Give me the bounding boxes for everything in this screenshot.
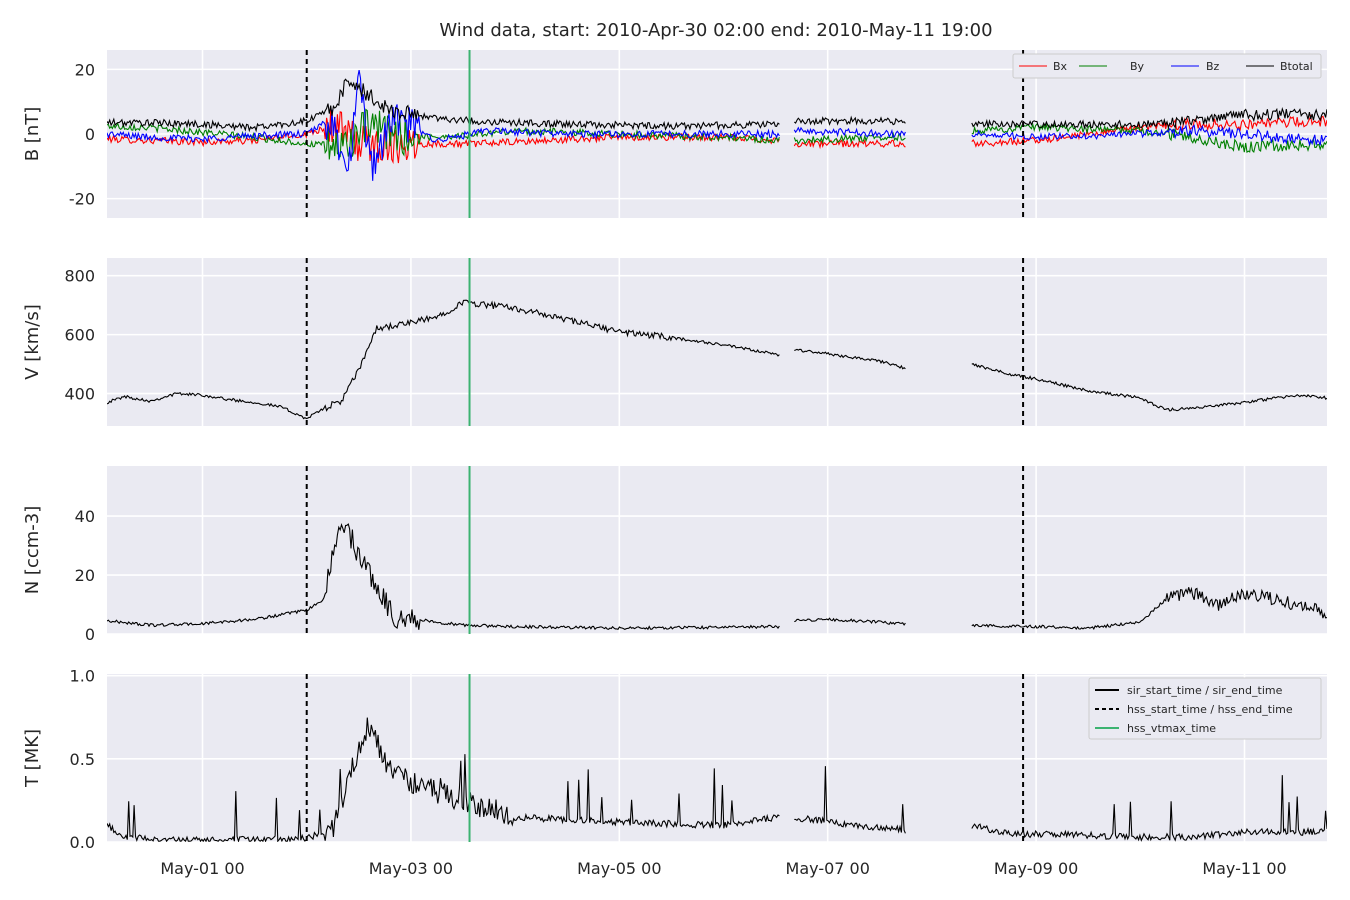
y-tick-label: -20 [69, 190, 95, 209]
x-tick-label: May-01 00 [160, 859, 244, 878]
y-tick-label: 0 [85, 625, 95, 644]
legend-b: Bx By Bz Btotal [1012, 53, 1322, 79]
series-line-n [107, 522, 1327, 631]
legend-box [1088, 677, 1322, 740]
y-tick-label: 1.0 [70, 667, 95, 686]
y-tick-label: 20 [75, 566, 95, 585]
y-tick-label: 0 [85, 125, 95, 144]
y-axis-label: B [nT] [22, 107, 43, 162]
legend-events: sir_start_time / sir_end_time hss_start_t… [1088, 677, 1322, 740]
x-tick-label: May-05 00 [577, 859, 661, 878]
panel-background [107, 466, 1327, 634]
legend-label: hss_vtmax_time [1127, 722, 1216, 735]
x-tick-label: May-09 00 [994, 859, 1078, 878]
y-axis-label: V [km/s] [22, 304, 43, 379]
y-tick-label: 400 [64, 385, 95, 404]
series-line-btotal [107, 78, 1327, 133]
y-tick-label: 0.0 [70, 833, 95, 852]
x-axis: May-01 00 May-03 00 May-05 00 May-07 00 May-… [160, 859, 1286, 878]
chart-title: Wind data, start: 2010-Apr-30 02:00 end:… [439, 20, 992, 41]
panel-4: 0.0 0.5 1.0 T [MK] sir_start_time / sir_end_… [22, 667, 1327, 852]
y-tick-label: 40 [75, 507, 95, 526]
y-tick-label: 0.5 [70, 750, 95, 769]
y-tick-label: 600 [64, 326, 95, 345]
legend-label-btotal: Btotal [1280, 60, 1313, 73]
legend-label-bz: Bz [1206, 60, 1220, 73]
x-tick-label: May-07 00 [786, 859, 870, 878]
legend-box [1012, 53, 1322, 79]
legend-label-bx: Bx [1053, 60, 1068, 73]
panel-1: -20 0 20 B [nT] Bx By Bz Btotal [22, 50, 1327, 218]
series-line-bz [107, 69, 1327, 181]
y-axis-label: N [ccm-3] [22, 506, 43, 595]
legend-label: sir_start_time / sir_end_time [1127, 684, 1283, 697]
y-tick-label: 20 [75, 60, 95, 79]
panel-3: 0 20 40 N [ccm-3] [22, 466, 1327, 644]
panel-2: 400 600 800 V [km/s] [22, 258, 1327, 426]
legend-label: hss_start_time / hss_end_time [1127, 703, 1293, 716]
x-tick-label: May-03 00 [369, 859, 453, 878]
series-line-v [107, 299, 1327, 420]
series-line-t [107, 717, 1327, 842]
y-tick-label: 800 [64, 267, 95, 286]
legend-label-by: By [1130, 60, 1145, 73]
panel-background [107, 258, 1327, 426]
x-tick-label: May-11 00 [1202, 859, 1286, 878]
y-axis-label: T [MK] [22, 729, 43, 788]
